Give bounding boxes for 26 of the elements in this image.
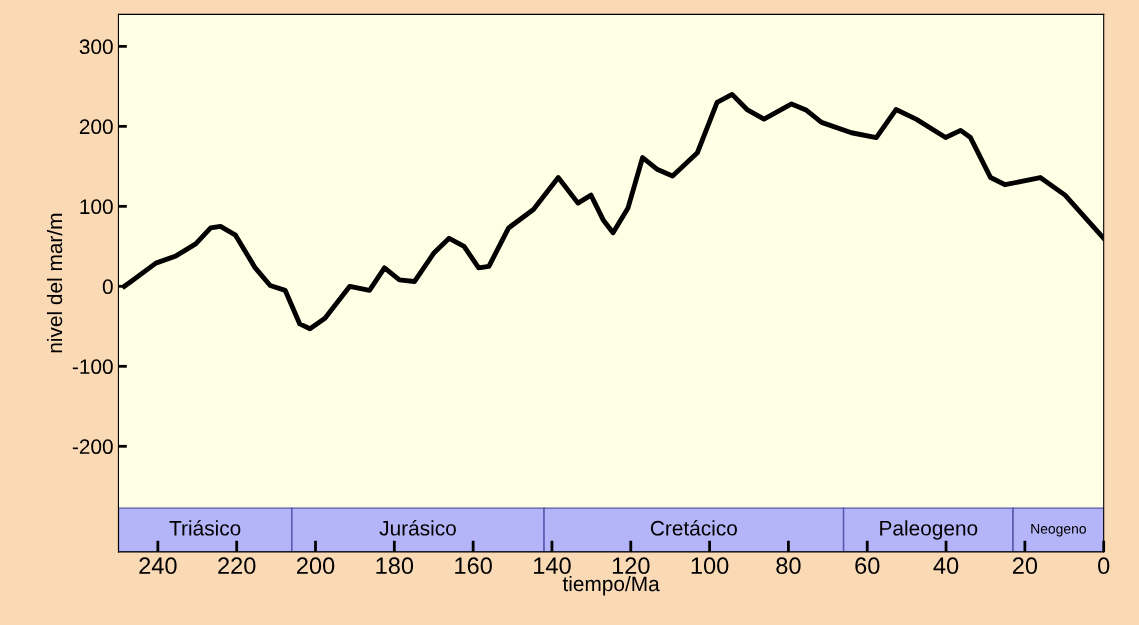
x-tick-label: 120 [612, 557, 650, 575]
band-label: Triásico [169, 520, 241, 536]
band-label: Cretácico [650, 520, 737, 536]
y-tick-label: 100 [80, 199, 113, 215]
band-label: Neogeno [1031, 524, 1086, 537]
x-tick-label: 220 [218, 557, 256, 575]
x-tick-label: 200 [297, 557, 335, 575]
x-tick-label: 40 [933, 557, 959, 575]
y-tick-label: -200 [72, 439, 113, 455]
x-tick-label: 60 [855, 557, 880, 575]
band-label: Paleogeno [880, 520, 978, 540]
x-tick-label: 0 [1098, 557, 1110, 575]
y-axis-title: nivel del mar/m [46, 213, 63, 353]
y-tick-label: 200 [79, 119, 113, 135]
x-tick-label: 20 [1012, 557, 1038, 575]
y-tick-label: 300 [79, 39, 113, 55]
y-tick-label: -100 [72, 359, 113, 375]
y-tick-label: 0 [102, 279, 113, 295]
x-tick-label: 100 [691, 557, 729, 575]
x-tick-label: 80 [776, 557, 801, 575]
band-label: Jurásico [379, 520, 456, 536]
x-tick-label: 180 [376, 557, 414, 575]
x-tick-label: 160 [455, 557, 492, 575]
x-axis-title: tiempo/Ma [562, 575, 660, 596]
x-tick-label: 240 [139, 557, 177, 575]
x-tick-label: 140 [534, 557, 571, 575]
